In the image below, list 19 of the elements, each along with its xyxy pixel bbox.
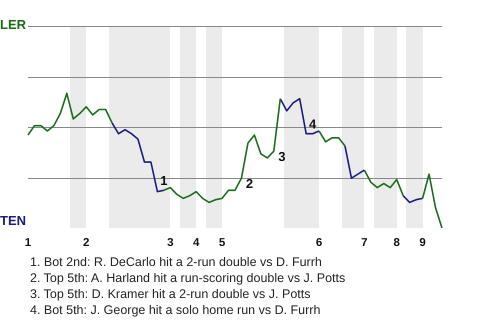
text: 3. Top 5th: D. Kramer hit a 2-run double vs J. Potts: [30, 286, 312, 302]
x-tick-label: 3: [167, 237, 174, 250]
x-tick-label: 6: [316, 237, 322, 250]
x-tick-label: 5: [218, 237, 226, 250]
text: LER: [0, 17, 26, 32]
x-tick-label: 2: [83, 237, 90, 250]
text: 1. Bot 2nd: R. DeCarlo hit a 2-run double vs D. Furrh: [30, 254, 323, 270]
annotation: 1: [160, 172, 168, 188]
text: 2. Top 5th: A. Harland hit a run-scoring double vs J. Potts: [30, 270, 346, 286]
text: 4. Bot 5th: J. George hit a solo home run vs D. Furrh: [30, 302, 322, 318]
annotation: 3: [278, 148, 286, 164]
text: TEN: [0, 213, 26, 228]
annotation: 4: [309, 116, 318, 132]
x-tick-label: 8: [394, 237, 401, 250]
annotation: 2: [246, 176, 254, 191]
x-tick-label: 1: [24, 237, 32, 250]
x-tick-label: 9: [419, 237, 426, 250]
x-tick-label: 7: [361, 237, 368, 250]
x-tick-label: 4: [192, 237, 200, 250]
